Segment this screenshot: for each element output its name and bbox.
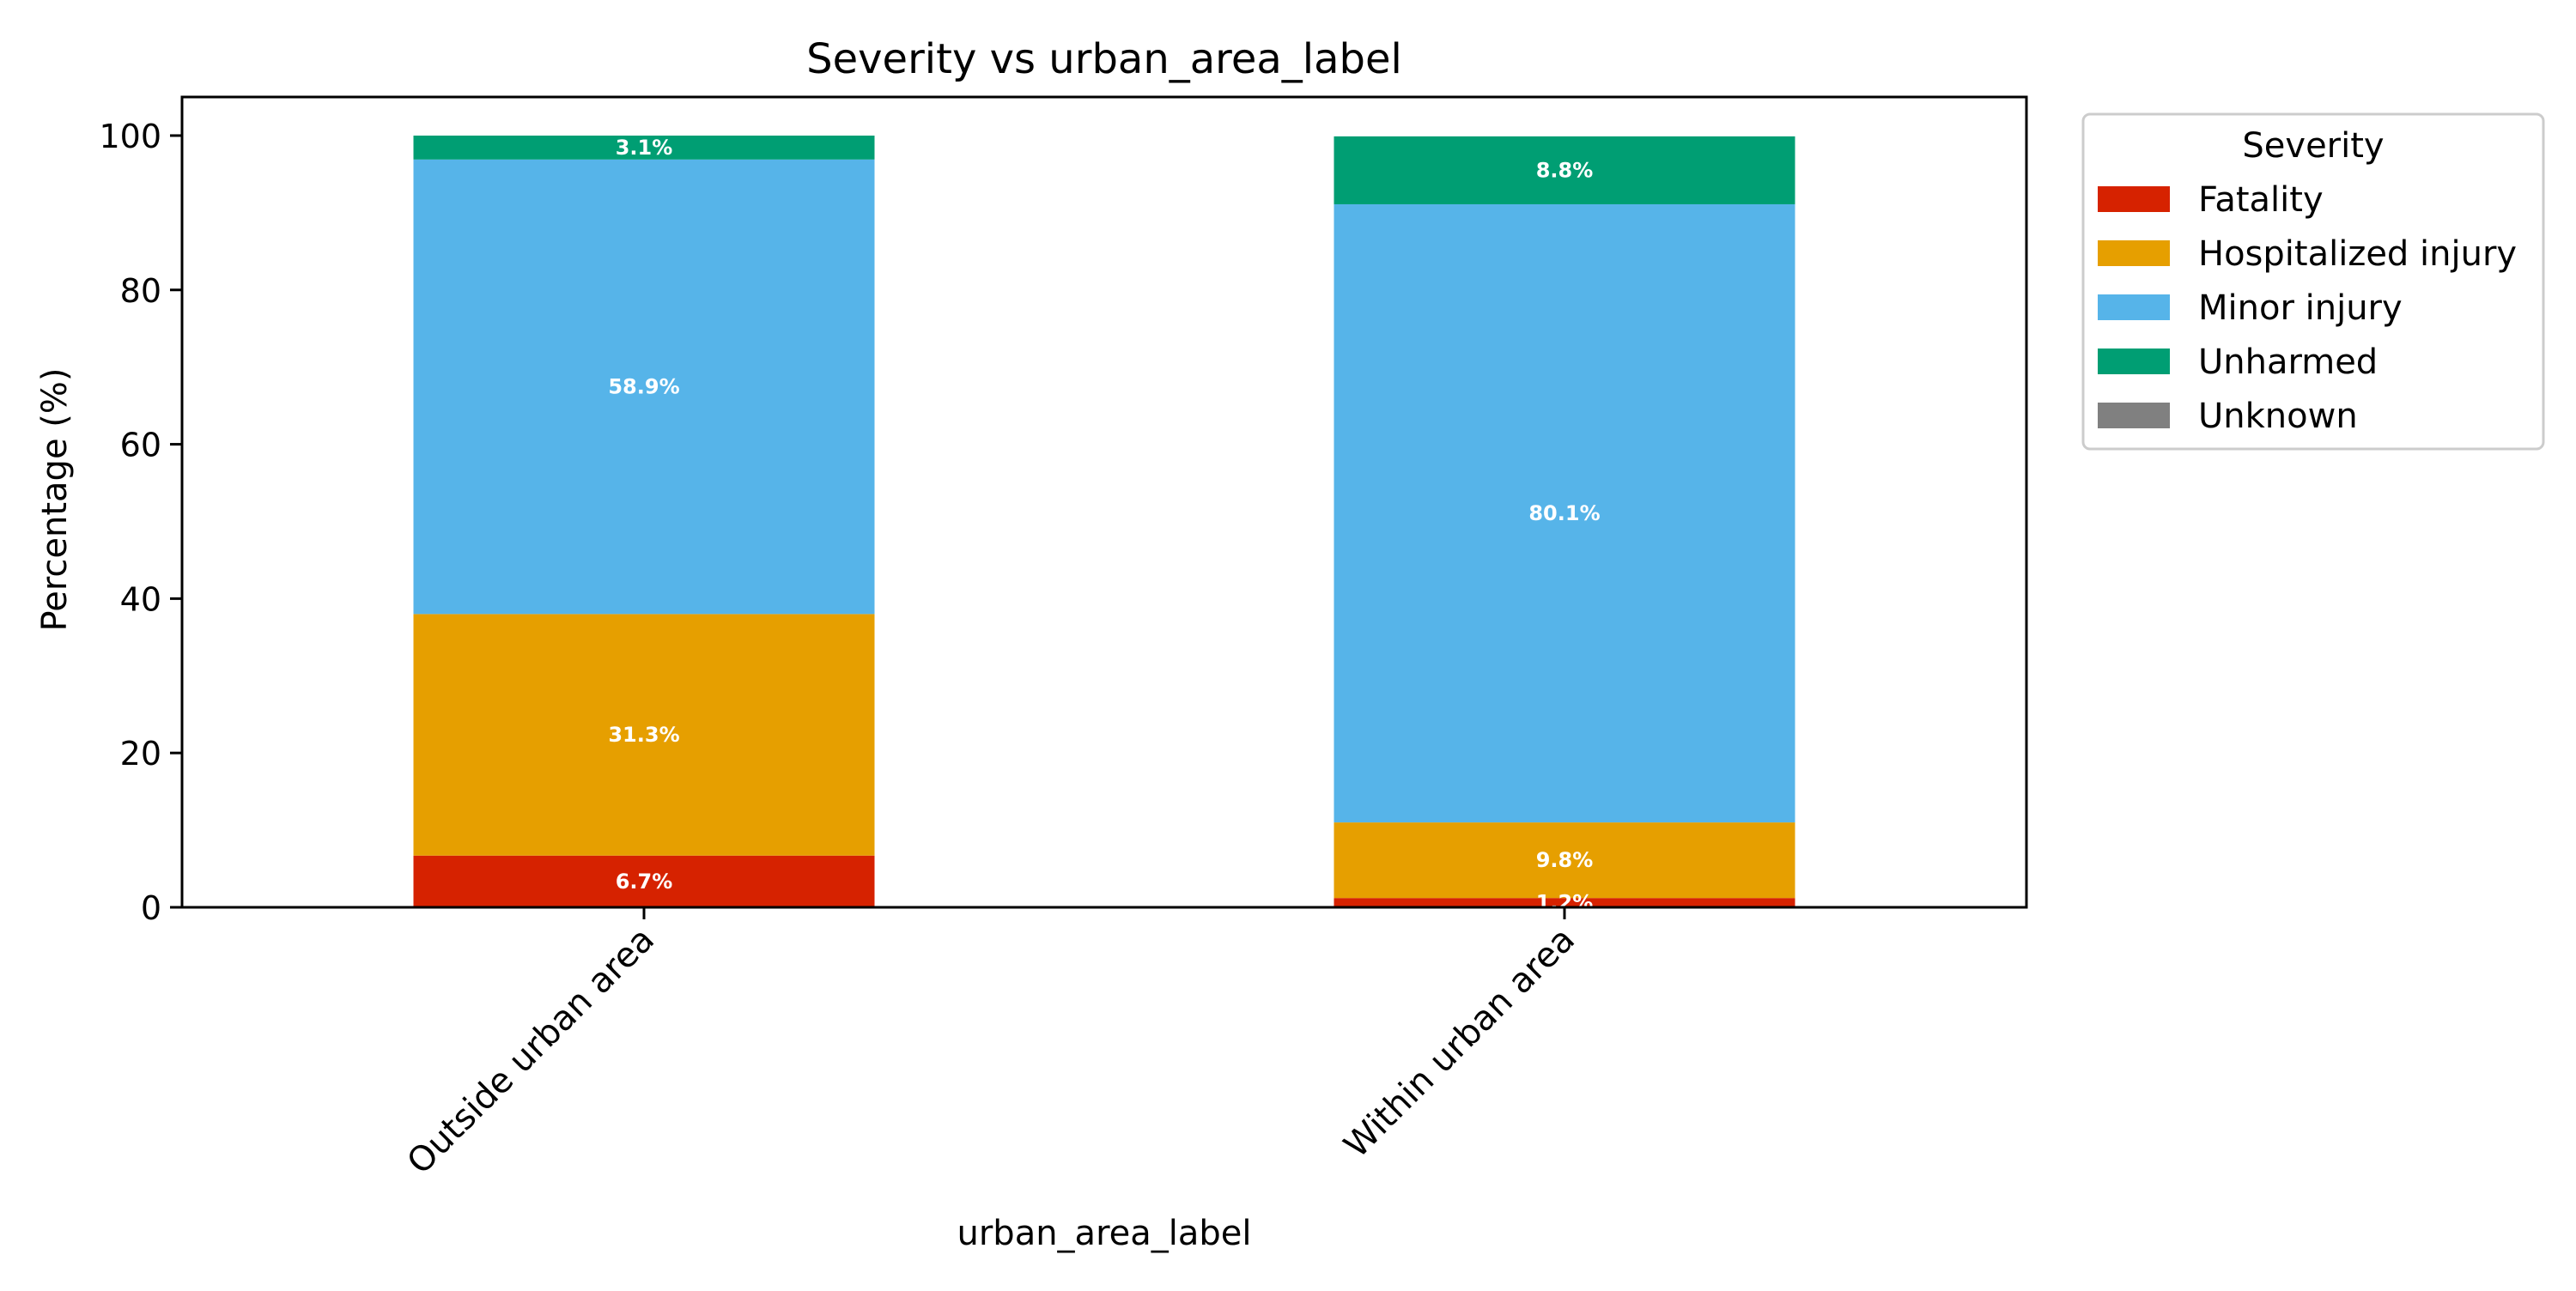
legend-title: Severity (2242, 126, 2384, 166)
y-axis: 0 20 40 60 80 100 (99, 118, 182, 927)
bar-segment (1334, 136, 1795, 204)
bar-value-label: 58.9% (608, 375, 679, 399)
bar-segment (413, 614, 875, 856)
bar-segment (1334, 203, 1795, 823)
bar-value-label: 80.1% (1528, 501, 1600, 525)
legend-item-label: Unknown (2198, 397, 2358, 436)
plot-area-frame (180, 95, 2028, 909)
bar-value-labels: 6.7%31.3%58.9%3.1%1.2%9.8%80.1%8.8% (608, 136, 1600, 915)
y-axis-label: Percentage (%) (35, 368, 75, 632)
legend-item-label: Fatality (2198, 180, 2324, 220)
y-tick-label: 40 (120, 580, 161, 618)
y-tick-label: 100 (99, 118, 161, 155)
legend-item-label: Unharmed (2198, 342, 2378, 382)
bar-value-label: 9.8% (1536, 848, 1594, 872)
y-tick-label: 80 (120, 272, 161, 310)
bar-value-label: 3.1% (616, 136, 673, 160)
legend-swatch (2098, 294, 2170, 320)
bar-segment (1334, 822, 1795, 899)
y-tick-label: 20 (120, 735, 161, 773)
legend-swatch (2098, 186, 2170, 212)
y-tick-label: 60 (120, 427, 161, 464)
bar-value-label: 6.7% (616, 870, 673, 894)
legend: Severity Fatality Hospitalized injury Mino… (2081, 112, 2545, 451)
x-axis-label: urban_area_label (957, 1214, 1252, 1253)
legend-item-label: Hospitalized injury (2198, 234, 2517, 274)
bars (413, 135, 1795, 907)
bar-segment (413, 159, 875, 615)
legend-swatch (2098, 240, 2170, 266)
chart-title: Severity vs urban_area_label (806, 35, 1402, 83)
legend-swatch (2098, 349, 2170, 374)
bar-segment (1334, 898, 1795, 907)
bar-value-label: 31.3% (608, 723, 679, 747)
bar-segment (413, 855, 875, 907)
bar-value-label: 8.8% (1536, 158, 1594, 182)
legend-swatch (2098, 403, 2170, 428)
bar-segment (413, 135, 875, 160)
legend-item-label: Minor injury (2198, 288, 2403, 328)
y-tick-label: 0 (141, 889, 161, 927)
legend-box (2081, 112, 2545, 451)
